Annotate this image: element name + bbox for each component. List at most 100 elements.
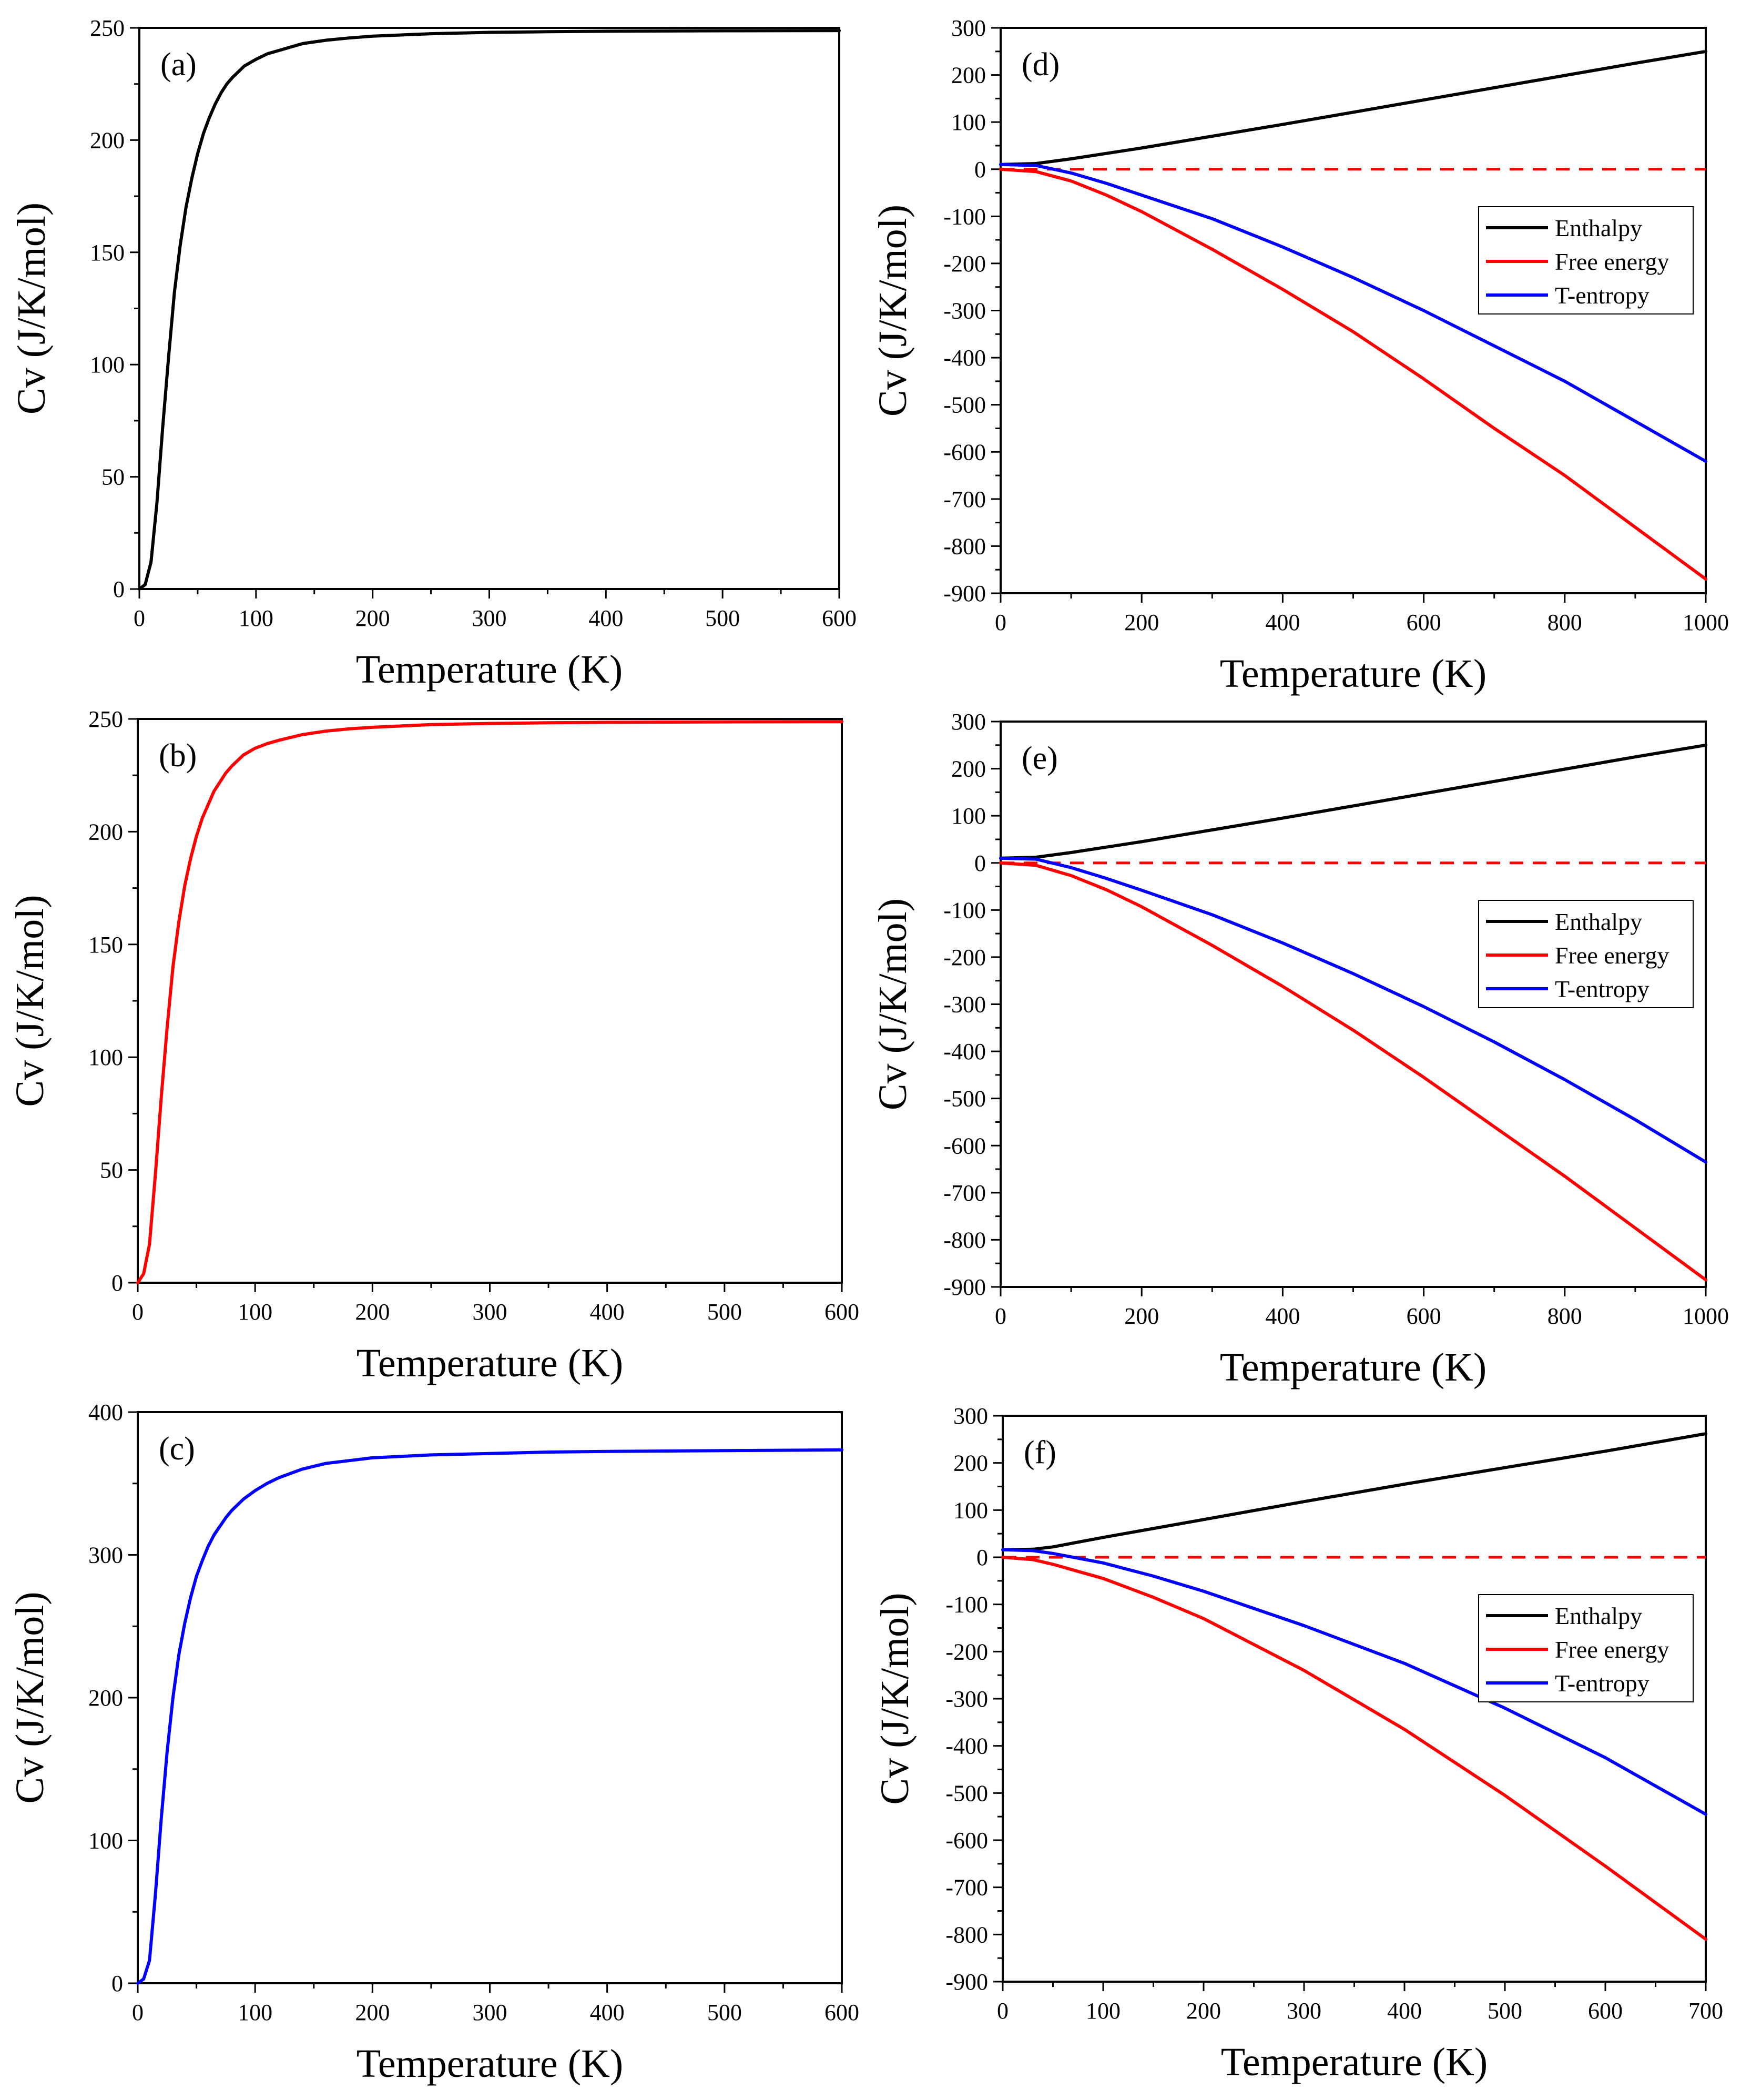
y-tick-label: 100 [951,109,986,135]
y-tick-label: 200 [951,756,986,782]
legend: Enthalpy Free energy T-entropy [1478,1594,1694,1702]
y-tick-label: 0 [111,1270,123,1296]
x-axis-title: Temperature (K) [1220,652,1487,696]
y-tick-label: -600 [943,439,986,465]
y-tick-label: -300 [943,298,986,324]
y-tick-label: 200 [951,63,986,88]
x-axis-title: Temperature (K) [1221,2040,1488,2084]
series-line-cv [138,29,841,591]
series-line-cv [136,1448,843,1985]
y-tick-label: 250 [88,706,123,732]
panel-label: (b) [159,738,197,774]
x-axis-title: Temperature (K) [357,2042,623,2086]
x-tick-label: 1000 [1683,610,1729,635]
x-tick-label: 800 [1547,610,1582,635]
panel-label: (d) [1022,47,1060,83]
y-tick-label: 100 [90,352,125,378]
x-tick-label: 100 [238,2000,272,2025]
legend-label: T-entropy [1555,282,1650,309]
series-line-enthalpy [1001,1432,1707,1551]
legend-label: Enthalpy [1555,1602,1642,1629]
x-tick-label: 100 [238,1299,272,1325]
y-tick-label: 0 [113,576,125,602]
y-tick-label: 0 [974,850,986,876]
y-tick-label: -200 [943,945,986,970]
y-tick-label: 300 [88,1543,123,1568]
x-tick-label: 600 [824,1299,859,1325]
x-tick-label: 0 [134,605,145,631]
y-tick-label: -200 [943,251,986,277]
y-tick-label: 150 [88,932,123,958]
x-tick-label: 400 [590,1299,625,1325]
y-tick-label: -400 [945,1733,988,1759]
y-tick-label: 100 [951,803,986,829]
x-tick-label: 200 [1186,1998,1221,2024]
x-tick-label: 0 [995,610,1006,635]
legend-label: Enthalpy [1555,215,1642,241]
series-line-t-entropy [999,163,1707,463]
series-line-enthalpy [999,743,1707,860]
series-line-t-entropy [999,856,1707,1164]
x-tick-label: 600 [1407,1303,1441,1329]
x-tick-label: 700 [1688,1998,1723,2024]
y-tick-label: 100 [953,1497,988,1523]
x-tick-label: 600 [1588,1998,1623,2024]
x-tick-label: 200 [355,1299,390,1325]
x-tick-label: 600 [824,2000,859,2025]
y-axis-title: Cv (J/K/mol) [871,205,915,417]
legend-label: T-entropy [1555,1670,1650,1697]
y-tick-label: 400 [88,1399,123,1425]
x-tick-label: 200 [355,605,390,631]
y-tick-label: 300 [953,1403,988,1429]
y-axis-title: Cv (J/K/mol) [873,1592,917,1804]
series-line-free-energy [1001,1556,1707,1941]
y-tick-label: 100 [88,1044,123,1070]
x-tick-label: 200 [1124,1303,1159,1329]
y-axis-title: Cv (J/K/mol) [9,202,54,414]
panel-label: (e) [1022,740,1058,776]
x-tick-label: 0 [997,1998,1009,2024]
chart-panel-d: 0 200 400 600 800 1000-900-800-700-600-500-40… [871,15,1729,696]
y-tick-label: -700 [943,1180,986,1206]
legend-label: Free energy [1555,248,1669,275]
y-tick-label: -500 [943,1086,986,1112]
x-tick-label: 1000 [1683,1303,1729,1329]
y-tick-label: -900 [945,1969,988,1995]
x-tick-label: 600 [1407,610,1441,635]
y-tick-label: -400 [943,1039,986,1064]
y-tick-label: 300 [951,15,986,41]
y-tick-label: 0 [111,1971,123,1996]
y-tick-label: -500 [945,1780,988,1806]
x-tick-label: 0 [995,1303,1006,1329]
x-tick-label: 0 [132,1299,144,1325]
y-tick-label: -900 [943,1274,986,1300]
panel-label: (f) [1024,1435,1056,1470]
x-tick-label: 100 [1086,1998,1121,2024]
x-tick-label: 300 [472,605,507,631]
x-tick-label: 500 [707,1299,742,1325]
legend-label: Enthalpy [1555,908,1642,935]
x-tick-label: 800 [1547,1303,1582,1329]
legend-label: T-entropy [1555,976,1650,1002]
x-tick-label: 200 [1124,610,1159,635]
x-tick-label: 300 [473,2000,507,2025]
y-tick-label: 200 [88,1685,123,1711]
y-tick-label: 50 [100,1158,123,1183]
series-line-cv [136,720,843,1284]
x-tick-label: 600 [822,605,857,631]
y-tick-label: -800 [945,1922,988,1947]
x-tick-label: 300 [1287,1998,1321,2024]
y-tick-label: -700 [943,486,986,512]
chart-panel-e: 0 200 400 600 800 1000-900-800-700-600-500-40… [871,709,1729,1389]
chart-panel-a: 0 100 200 300 400 500 600 0 50 100 150 200 250 Temper… [9,15,857,692]
panel-label: (a) [160,47,197,83]
x-tick-label: 0 [132,2000,144,2025]
series-line-enthalpy [999,49,1707,166]
x-tick-label: 100 [239,605,273,631]
plot-frame [137,718,843,1284]
y-tick-label: -400 [943,345,986,371]
y-tick-label: -600 [943,1133,986,1159]
y-tick-label: -100 [945,1592,988,1618]
y-axis-title: Cv (J/K/mol) [8,895,52,1107]
y-tick-label: -100 [943,897,986,923]
